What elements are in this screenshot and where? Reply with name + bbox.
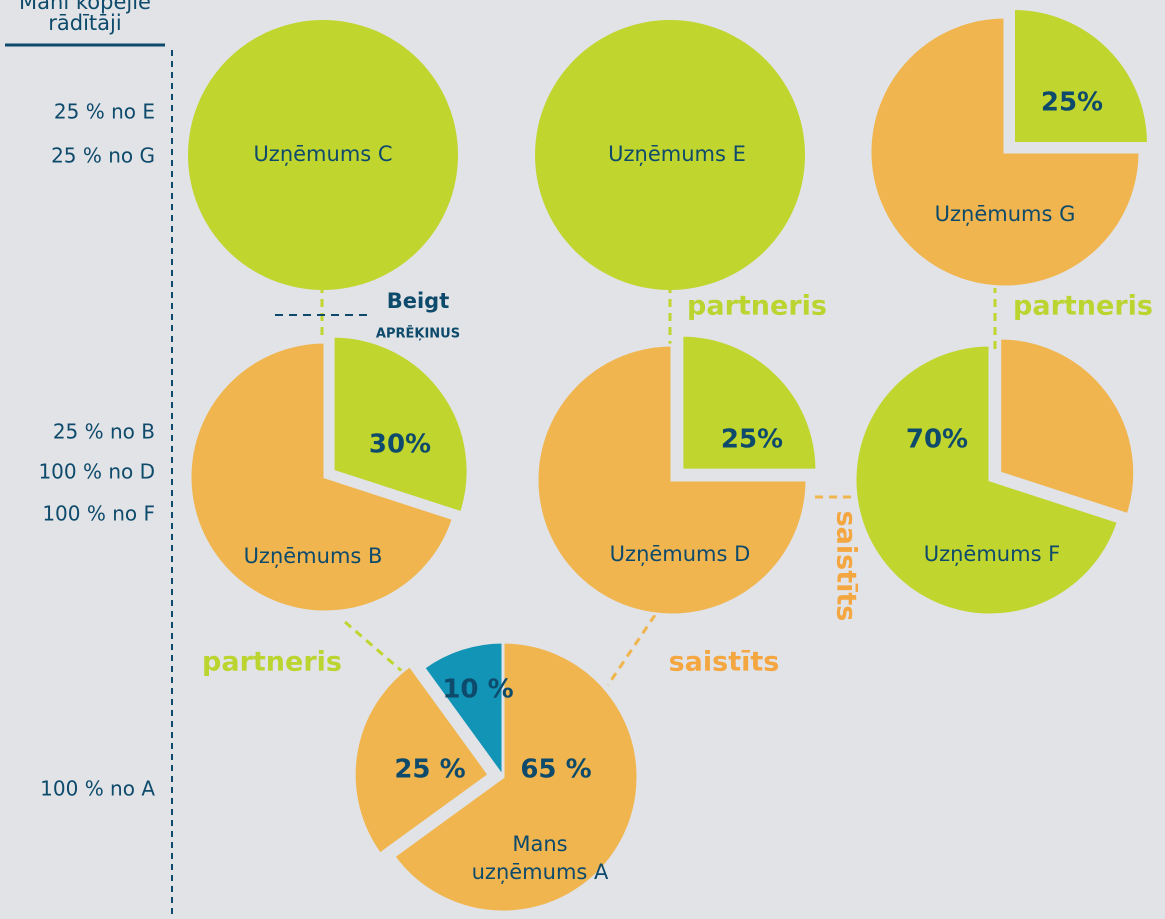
link-label: saistīts bbox=[831, 511, 862, 622]
total-label: 100 % no A bbox=[40, 777, 155, 801]
pie-base bbox=[998, 336, 1137, 517]
link-label: saistīts bbox=[669, 647, 780, 678]
pie-slice bbox=[391, 640, 640, 914]
link-label: Beigt bbox=[387, 289, 450, 313]
connector bbox=[344, 620, 419, 687]
pie-base bbox=[868, 15, 1142, 289]
connector bbox=[606, 614, 657, 686]
pie-base bbox=[188, 340, 456, 614]
total-label: 25 % no E bbox=[54, 100, 155, 124]
total-label: 100 % no D bbox=[38, 460, 155, 484]
node-label: Uzņēmums G bbox=[935, 202, 1076, 226]
node-label: Mans bbox=[512, 832, 567, 856]
pie-base bbox=[188, 20, 458, 290]
node-label: Uzņēmums F bbox=[924, 542, 1061, 566]
pie-base bbox=[535, 20, 805, 290]
pie-slice bbox=[421, 640, 505, 782]
pie-slice bbox=[853, 343, 1121, 617]
node-label: Uzņēmums E bbox=[608, 142, 746, 166]
slice-label: 25% bbox=[1041, 88, 1103, 118]
slice-label: 70% bbox=[906, 425, 968, 455]
node-label: uzņēmums A bbox=[472, 860, 609, 884]
pie-slice bbox=[680, 333, 819, 472]
node-label: Uzņēmums B bbox=[244, 544, 383, 568]
slice-label: 25% bbox=[721, 425, 783, 455]
pie-slice bbox=[352, 663, 492, 857]
slice-label: 65 % bbox=[520, 755, 591, 785]
header-title: rādītāji bbox=[48, 11, 121, 35]
node-label: Uzņēmums C bbox=[253, 142, 392, 166]
total-label: 25 % no B bbox=[53, 420, 155, 444]
header-title: Mani kopējie bbox=[19, 0, 151, 14]
link-label: partneris bbox=[202, 647, 342, 678]
node-label: Uzņēmums D bbox=[610, 542, 751, 566]
slice-label: 10 % bbox=[442, 675, 513, 705]
total-label: 25 % no G bbox=[51, 144, 155, 168]
pie-slice bbox=[1011, 7, 1150, 146]
link-label: partneris bbox=[687, 291, 827, 322]
link-label: partneris bbox=[1013, 291, 1153, 322]
link-label: APRĒĶINUS bbox=[376, 327, 460, 342]
slice-label: 30% bbox=[369, 430, 431, 460]
total-label: 100 % no F bbox=[42, 502, 155, 526]
slice-label: 25 % bbox=[394, 755, 465, 785]
pie-slice bbox=[331, 334, 470, 515]
pie-base bbox=[535, 343, 809, 617]
